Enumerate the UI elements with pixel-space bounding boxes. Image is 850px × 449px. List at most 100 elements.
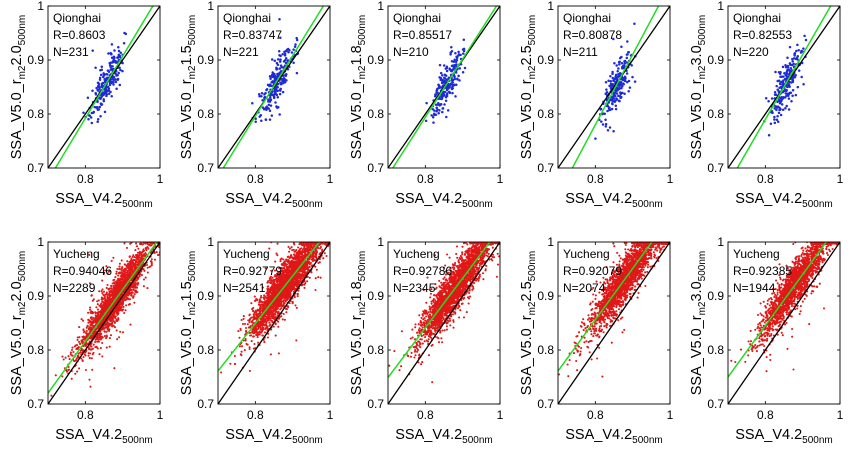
data-point: [229, 362, 232, 365]
data-point: [278, 316, 281, 319]
axes-frame: [557, 5, 671, 169]
data-point: [784, 96, 787, 99]
data-point: [277, 317, 281, 320]
r-value: R=0.85517: [393, 28, 452, 42]
data-point: [436, 108, 439, 111]
r-value: R=0.94046: [53, 264, 112, 278]
data-point: [267, 100, 270, 103]
data-point: [105, 323, 109, 326]
data-point: [106, 272, 109, 275]
data-point: [144, 242, 147, 245]
data-point: [139, 260, 142, 263]
data-point: [133, 293, 136, 296]
y-tick-label: 1: [547, 0, 554, 13]
data-point: [269, 77, 272, 80]
data-point: [98, 78, 102, 81]
data-point: [102, 301, 105, 304]
y-tick-label: 0.7: [367, 161, 384, 175]
r-value: R=0.80878: [563, 28, 622, 42]
data-point: [112, 324, 115, 327]
data-point: [295, 36, 298, 40]
data-point: [625, 53, 629, 56]
data-point: [277, 50, 281, 53]
data-point: [623, 62, 626, 65]
x-axis-label: SSA_V4.2500nm: [55, 427, 153, 446]
data-point: [780, 98, 784, 101]
data-point: [442, 79, 445, 82]
data-point: [102, 74, 106, 77]
data-point: [787, 108, 791, 111]
regression-line: [54, 6, 154, 168]
data-point: [117, 49, 121, 53]
data-point: [294, 43, 297, 46]
data-point: [240, 345, 244, 348]
data-point: [283, 50, 286, 54]
data-point: [103, 308, 106, 312]
data-point: [100, 313, 103, 316]
data-point: [109, 68, 113, 71]
data-point: [281, 318, 284, 321]
data-point: [276, 72, 279, 76]
data-point: [256, 315, 259, 318]
data-point: [794, 74, 797, 77]
data-point: [85, 329, 88, 333]
data-point: [113, 326, 117, 329]
data-point: [615, 89, 619, 92]
data-point: [453, 77, 457, 81]
data-point: [769, 122, 773, 126]
data-point: [94, 311, 97, 314]
data-point: [116, 73, 119, 77]
data-point: [797, 69, 801, 72]
data-point: [77, 352, 80, 355]
data-point: [96, 117, 100, 121]
data-point: [98, 336, 101, 339]
data-point: [84, 354, 87, 357]
data-point: [76, 336, 79, 339]
data-point: [98, 97, 101, 100]
y-tick-label: 0.7: [537, 161, 554, 175]
data-point: [784, 64, 787, 67]
data-point: [103, 330, 106, 333]
site-name: Qionghai: [53, 11, 101, 25]
data-point: [124, 267, 127, 270]
data-point: [87, 321, 90, 324]
data-point: [98, 76, 102, 80]
data-point: [789, 63, 792, 67]
data-point: [102, 72, 105, 75]
data-point: [452, 60, 456, 64]
data-point: [278, 113, 281, 116]
data-point: [148, 243, 151, 246]
data-point: [124, 271, 127, 274]
data-point: [282, 80, 286, 84]
data-point: [119, 51, 122, 54]
data-point: [85, 343, 88, 346]
data-point: [620, 45, 623, 49]
data-point: [262, 107, 266, 111]
data-point: [88, 114, 91, 117]
data-point: [103, 316, 106, 319]
data-point: [94, 340, 97, 344]
data-point: [100, 65, 104, 69]
x-axis-label: SSA_V4.2500nm: [735, 191, 833, 210]
data-point: [314, 277, 317, 280]
data-point: [121, 271, 124, 274]
data-point: [253, 312, 256, 315]
y-axis-label: SSA_V5.0_rm22.0500nm: [9, 251, 28, 395]
data-point: [134, 249, 137, 252]
data-point: [89, 352, 92, 355]
data-point: [132, 285, 135, 288]
data-point: [142, 268, 145, 271]
y-tick-label: 0.8: [707, 107, 724, 121]
data-point: [100, 290, 103, 293]
data-point: [276, 89, 280, 93]
data-point: [90, 324, 93, 327]
data-point: [775, 84, 778, 88]
data-point: [775, 108, 778, 112]
data-point: [443, 103, 446, 106]
data-point: [456, 77, 459, 80]
y-axis-label: SSA_V5.0_rm22.5500nm: [519, 15, 538, 159]
data-point: [254, 117, 257, 121]
data-point: [623, 64, 626, 68]
data-point: [128, 269, 131, 272]
data-point: [115, 283, 118, 286]
